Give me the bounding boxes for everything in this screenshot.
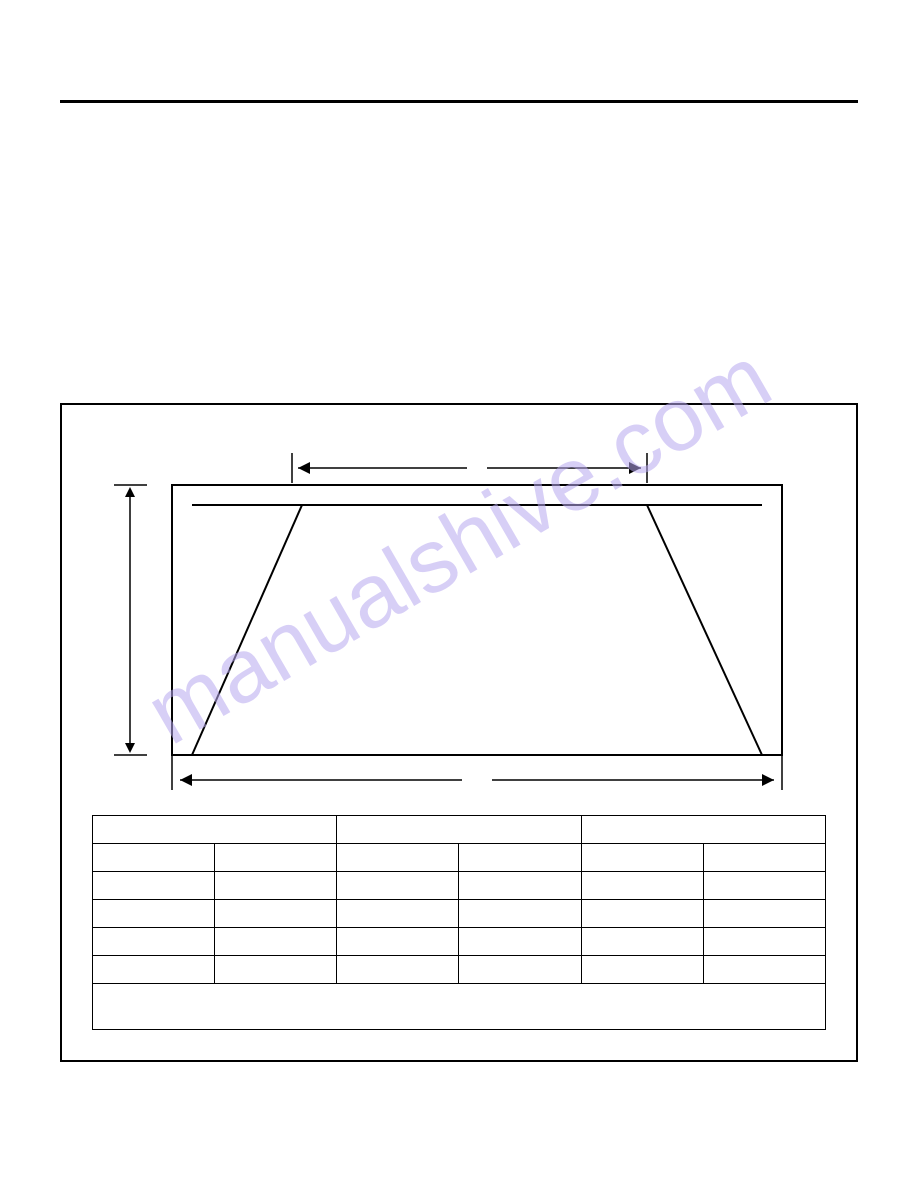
table-cell	[459, 872, 581, 900]
table-cell	[581, 928, 703, 956]
table-cell	[459, 956, 581, 984]
table-row	[93, 900, 826, 928]
figure-box	[60, 403, 858, 1062]
table-cell	[215, 956, 337, 984]
table-cell	[703, 928, 825, 956]
table-cell	[93, 844, 215, 872]
table-cell	[215, 900, 337, 928]
table-row	[93, 956, 826, 984]
header-rule	[60, 100, 858, 103]
table-row	[93, 984, 826, 1030]
trap-right	[647, 505, 762, 755]
table-cell	[703, 900, 825, 928]
table-cell	[93, 928, 215, 956]
page-container	[0, 0, 918, 1102]
table-row	[93, 816, 826, 844]
table-cell	[337, 900, 459, 928]
table-cell	[703, 844, 825, 872]
table-cell	[215, 872, 337, 900]
table-cell	[93, 984, 826, 1030]
table-cell	[459, 900, 581, 928]
table-cell	[703, 872, 825, 900]
table-cell	[459, 928, 581, 956]
left-arrow-down	[125, 743, 135, 753]
table-cell	[337, 816, 581, 844]
table-cell	[581, 816, 825, 844]
dimensions-table	[92, 815, 826, 1030]
table-cell	[703, 956, 825, 984]
table-cell	[337, 956, 459, 984]
table-cell	[459, 844, 581, 872]
trap-left	[192, 505, 302, 755]
table-cell	[93, 956, 215, 984]
table-row	[93, 928, 826, 956]
table-cell	[337, 928, 459, 956]
table-cell	[581, 956, 703, 984]
diagram-svg	[92, 425, 832, 805]
table-row	[93, 872, 826, 900]
table-cell	[215, 928, 337, 956]
table-cell	[337, 872, 459, 900]
outer-rect	[172, 485, 782, 755]
table-cell	[581, 900, 703, 928]
table-cell	[581, 844, 703, 872]
table-cell	[93, 872, 215, 900]
left-arrow-up	[125, 487, 135, 497]
table-cell	[93, 900, 215, 928]
dimension-diagram	[92, 425, 826, 805]
table-row	[93, 844, 826, 872]
table-cell	[215, 844, 337, 872]
table-cell	[337, 844, 459, 872]
table-cell	[581, 872, 703, 900]
table-cell	[93, 816, 337, 844]
